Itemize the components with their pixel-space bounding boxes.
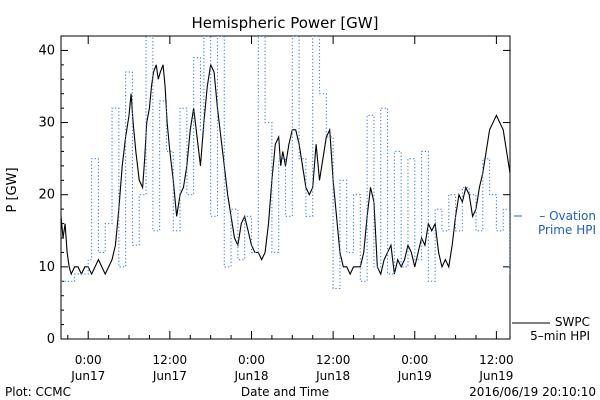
x-tick-time-label: 0:00	[75, 353, 102, 367]
x-tick-time-label: 12:00	[153, 353, 188, 367]
series-layer	[61, 36, 510, 290]
y-tick-label: 30	[38, 116, 55, 131]
chart-title: Hemispheric Power [GW]	[192, 14, 379, 32]
legend-swpc-line1: SWPC	[555, 315, 590, 329]
y-axis-label: P [GW]	[5, 167, 20, 212]
x-axis-ticks: 0:00 Jun17 12:00 Jun17 0:00 Jun18 12:00 Jun18 0:…	[67, 36, 514, 383]
y-tick-label: 40	[38, 43, 55, 58]
x-tick-date-label: Jun17	[70, 369, 105, 383]
x-tick-date-label: Jun18	[233, 369, 268, 383]
plot-credit: Plot: CCMC	[5, 385, 71, 399]
series-line-ovation-prime	[61, 36, 510, 290]
legend-swpc-line2: 5–min HPI	[530, 329, 590, 343]
x-axis-label: Date and Time	[241, 385, 329, 399]
x-tick-date-label: Jun18	[315, 369, 350, 383]
x-tick-date-label: Jun17	[152, 369, 187, 383]
plot-timestamp: 2016/06/19 20:10:10	[469, 385, 596, 399]
x-tick-time-label: 12:00	[316, 353, 351, 367]
plot-frame	[60, 35, 511, 340]
x-tick-time-label: 0:00	[401, 353, 428, 367]
y-axis-ticks: 0 10 20 30 40	[38, 35, 510, 347]
y-tick-label: 20	[38, 188, 55, 203]
x-tick-time-label: 12:00	[479, 353, 514, 367]
y-tick-label: 10	[38, 260, 55, 275]
legend-ovation-line2: Prime HPI	[538, 223, 596, 237]
legend-ovation-line1: – Ovation	[539, 209, 596, 223]
x-tick-time-label: 0:00	[238, 353, 265, 367]
x-tick-date-label: Jun19	[478, 369, 513, 383]
series-line-swpc	[61, 63, 510, 276]
y-tick-label: 0	[47, 332, 55, 347]
x-tick-date-label: Jun19	[397, 369, 432, 383]
